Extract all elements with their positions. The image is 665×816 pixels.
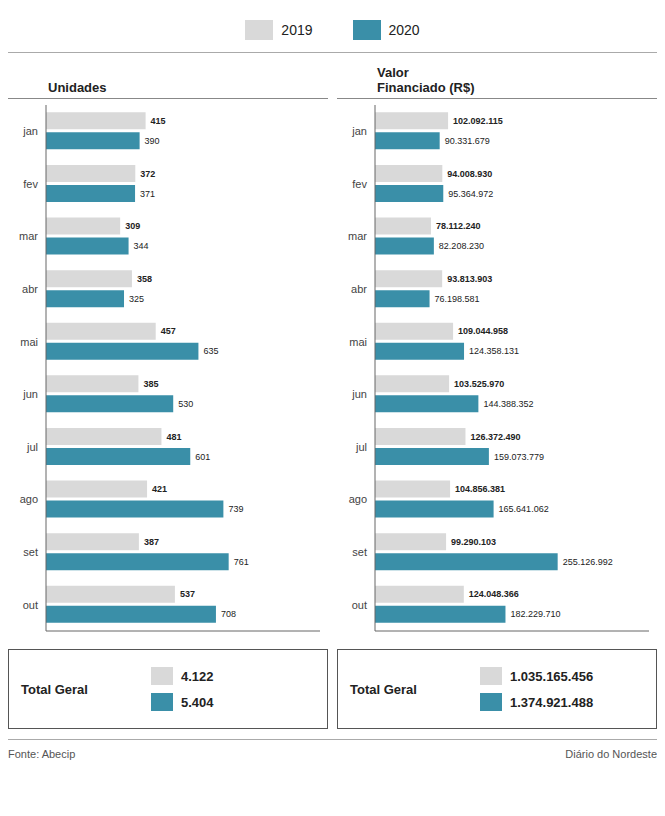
- svg-text:93.813.903: 93.813.903: [447, 274, 492, 284]
- svg-text:103.525.970: 103.525.970: [454, 379, 504, 389]
- html-text:Total Geral: Total Geral: [21, 681, 88, 697]
- svg-text:371: 371: [140, 189, 155, 199]
- svg-text:325: 325: [129, 294, 144, 304]
- svg-text:76.198.581: 76.198.581: [435, 294, 480, 304]
- html-text:1.374.921.488: 1.374.921.488: [510, 694, 594, 710]
- html-text:Total Geral: Total Geral: [350, 681, 417, 697]
- svg-text:537: 537: [180, 589, 195, 599]
- svg-text:mar: mar: [348, 230, 367, 242]
- svg-text:358: 358: [137, 274, 152, 284]
- svg-text:set: set: [23, 546, 38, 558]
- html-text:2019: 2019: [281, 22, 313, 38]
- svg-text:mar: mar: [19, 230, 38, 242]
- svg-text:344: 344: [134, 241, 149, 251]
- svg-text:jun: jun: [22, 388, 38, 400]
- svg-text:385: 385: [143, 379, 158, 389]
- html-text:Valor: Valor: [377, 65, 409, 80]
- svg-text:set: set: [352, 546, 367, 558]
- svg-text:out: out: [352, 599, 367, 611]
- html-text:Financiado (R$): Financiado (R$): [377, 80, 475, 95]
- svg-text:481: 481: [166, 432, 181, 442]
- html-text:Diário do Nordeste: Diário do Nordeste: [565, 748, 657, 760]
- svg-text:457: 457: [161, 326, 176, 336]
- svg-text:601: 601: [195, 452, 210, 462]
- svg-text:124.048.366: 124.048.366: [469, 589, 519, 599]
- svg-text:95.364.972: 95.364.972: [448, 189, 493, 199]
- svg-text:530: 530: [178, 399, 193, 409]
- svg-text:387: 387: [144, 537, 159, 547]
- svg-text:415: 415: [151, 116, 166, 126]
- svg-text:124.358.131: 124.358.131: [469, 346, 519, 356]
- svg-text:421: 421: [152, 484, 167, 494]
- svg-text:159.073.779: 159.073.779: [494, 452, 544, 462]
- html-text:Fonte: Abecip: Fonte: Abecip: [8, 748, 76, 760]
- svg-text:390: 390: [145, 136, 160, 146]
- svg-text:mai: mai: [349, 336, 367, 348]
- svg-text:jan: jan: [351, 125, 367, 137]
- svg-text:144.388.352: 144.388.352: [483, 399, 533, 409]
- svg-text:ago: ago: [20, 493, 38, 505]
- svg-text:jul: jul: [26, 441, 38, 453]
- svg-text:104.856.381: 104.856.381: [455, 484, 505, 494]
- svg-text:jul: jul: [355, 441, 367, 453]
- svg-text:jun: jun: [351, 388, 367, 400]
- svg-text:739: 739: [228, 504, 243, 514]
- html-text:Unidades: Unidades: [48, 80, 107, 95]
- svg-text:94.008.930: 94.008.930: [447, 169, 492, 179]
- svg-text:mai: mai: [20, 336, 38, 348]
- svg-text:99.290.103: 99.290.103: [451, 537, 496, 547]
- svg-text:165.641.062: 165.641.062: [499, 504, 549, 514]
- svg-text:372: 372: [140, 169, 155, 179]
- svg-text:90.331.679: 90.331.679: [445, 136, 490, 146]
- svg-text:82.208.230: 82.208.230: [439, 241, 484, 251]
- svg-text:708: 708: [221, 609, 236, 619]
- svg-text:126.372.490: 126.372.490: [470, 432, 520, 442]
- svg-text:255.126.992: 255.126.992: [563, 557, 613, 567]
- svg-text:fev: fev: [352, 178, 367, 190]
- svg-text:102.092.115: 102.092.115: [453, 116, 503, 126]
- svg-text:761: 761: [234, 557, 249, 567]
- svg-text:309: 309: [125, 221, 140, 231]
- svg-text:78.112.240: 78.112.240: [436, 221, 481, 231]
- html-text:2020: 2020: [388, 22, 420, 38]
- svg-text:182.229.710: 182.229.710: [510, 609, 560, 619]
- html-text:1.035.165.456: 1.035.165.456: [510, 668, 594, 684]
- svg-text:ago: ago: [349, 493, 367, 505]
- svg-text:fev: fev: [23, 178, 38, 190]
- svg-text:abr: abr: [351, 283, 367, 295]
- svg-text:out: out: [23, 599, 38, 611]
- html-text:4.122: 4.122: [181, 668, 214, 684]
- html-text:5.404: 5.404: [181, 694, 214, 710]
- svg-text:jan: jan: [22, 125, 38, 137]
- svg-text:abr: abr: [22, 283, 38, 295]
- svg-text:109.044.958: 109.044.958: [458, 326, 508, 336]
- svg-text:635: 635: [203, 346, 218, 356]
